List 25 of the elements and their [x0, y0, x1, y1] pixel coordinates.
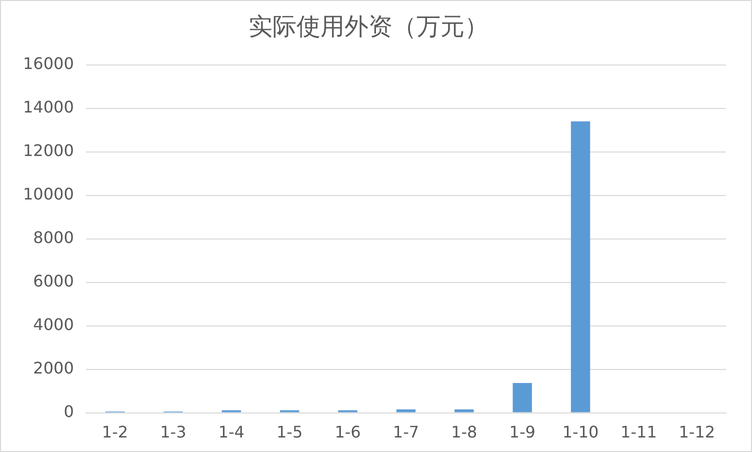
bar [570, 121, 590, 412]
chart-title: 实际使用外资（万元） [248, 12, 488, 41]
bar [454, 409, 474, 412]
x-tick-label: 1-9 [509, 422, 536, 442]
y-tick-label: 2000 [33, 358, 74, 378]
x-tick-label: 1-12 [678, 422, 716, 442]
x-tick-label: 1-4 [218, 422, 244, 442]
x-tick-label: 1-3 [160, 422, 186, 442]
x-tick-label: 1-10 [562, 422, 599, 442]
bar [512, 383, 532, 412]
x-tick-label: 1-8 [451, 422, 478, 442]
y-tick-label: 8000 [33, 228, 74, 247]
y-tick-label: 6000 [33, 271, 74, 290]
x-tick-label: 1-5 [276, 422, 303, 442]
y-tick-label: 4000 [33, 314, 74, 334]
y-tick-label: 16000 [22, 54, 74, 73]
x-tick-label: 1-7 [392, 422, 420, 442]
y-tick-label: 12000 [22, 140, 74, 160]
y-tick-label: 14000 [22, 97, 74, 116]
y-tick-label: 0 [64, 402, 74, 421]
bar [396, 409, 416, 412]
x-tick-label: 1-11 [620, 422, 657, 442]
y-tick-label: 10000 [22, 184, 74, 204]
x-tick-label: 1-2 [102, 422, 128, 442]
x-tick-label: 1-6 [334, 422, 361, 442]
